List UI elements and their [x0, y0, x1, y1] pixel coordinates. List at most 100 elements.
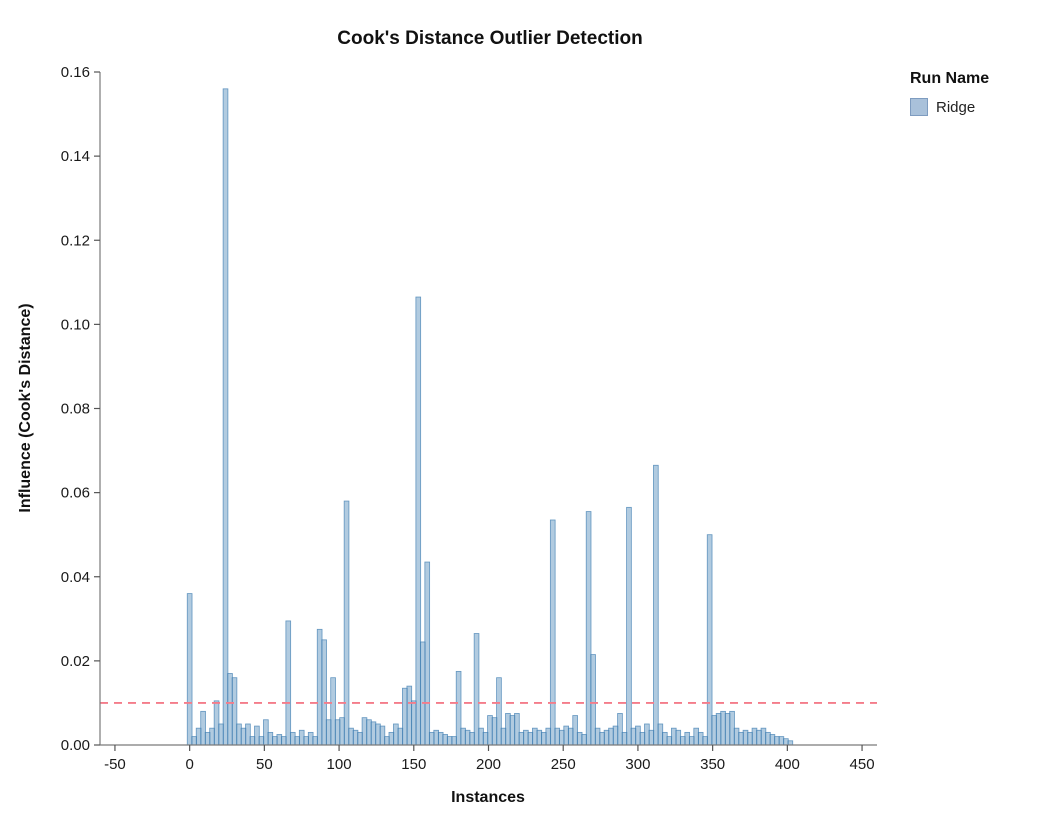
bar — [280, 736, 287, 746]
bar — [684, 731, 691, 746]
bar — [316, 628, 323, 746]
chart-title: Cook's Distance Outlier Detection — [337, 28, 643, 49]
y-axis-ticks: 0.00 0.02 0.04 0.06 0.08 0.10 0.12 0.14 0.16 — [61, 64, 100, 754]
legend: Run Name Ridge — [910, 70, 1030, 116]
bar — [294, 736, 301, 746]
bar — [289, 731, 296, 746]
bar — [442, 734, 448, 746]
bar — [554, 727, 561, 746]
bar — [720, 710, 726, 746]
bar — [769, 734, 776, 746]
bar — [361, 717, 368, 746]
bar — [639, 731, 646, 746]
bar — [482, 731, 489, 746]
x-tick-label: 450 — [850, 756, 875, 773]
bar — [455, 670, 462, 746]
bar — [469, 731, 475, 746]
bar — [747, 731, 753, 746]
bar — [245, 723, 251, 746]
y-tick-label: 0.10 — [61, 316, 90, 333]
bar — [765, 731, 771, 746]
bar — [711, 715, 717, 746]
bar — [397, 727, 404, 746]
bar — [787, 740, 794, 746]
bar — [330, 677, 336, 746]
bar — [500, 727, 507, 746]
bar — [487, 715, 493, 746]
bar — [635, 725, 641, 746]
bar — [608, 727, 614, 746]
bar — [630, 727, 637, 746]
bar — [702, 736, 708, 746]
axes — [99, 72, 877, 746]
bar — [491, 717, 498, 746]
bar — [653, 464, 659, 746]
bar-series — [186, 88, 794, 746]
bar — [567, 727, 574, 746]
bar — [236, 723, 242, 746]
bar — [594, 727, 601, 746]
bar — [240, 727, 247, 746]
bar — [688, 736, 695, 746]
x-tick-label: 150 — [401, 756, 426, 773]
bar — [402, 687, 408, 746]
bar — [209, 727, 215, 746]
bar — [393, 723, 399, 746]
bar — [191, 736, 197, 746]
bar — [415, 296, 422, 746]
bar — [357, 731, 363, 746]
legend-swatch — [910, 98, 928, 116]
legend-item-label: Ridge — [936, 98, 976, 116]
bar — [774, 736, 780, 746]
x-tick-label: 400 — [775, 756, 800, 773]
bar — [446, 736, 453, 746]
bar — [729, 710, 735, 746]
bar — [433, 729, 439, 746]
bar — [249, 736, 256, 746]
bar — [464, 729, 471, 746]
bar — [419, 641, 426, 746]
x-tick-label: 350 — [700, 756, 725, 773]
bar — [536, 729, 543, 746]
legend-item-ridge: Ridge — [910, 98, 1030, 116]
bar — [675, 729, 682, 746]
bar — [514, 713, 520, 746]
bar — [406, 685, 413, 746]
bar — [272, 736, 278, 746]
bar — [505, 713, 511, 746]
bar — [200, 710, 206, 746]
y-tick-label: 0.00 — [61, 737, 90, 754]
bar — [523, 729, 529, 746]
bar — [478, 727, 484, 746]
bar — [339, 717, 345, 746]
bar — [366, 719, 372, 746]
bar — [276, 734, 283, 746]
bar — [751, 727, 758, 746]
bar — [375, 723, 381, 746]
bar — [599, 731, 605, 746]
bar — [644, 723, 650, 746]
bar — [307, 731, 314, 746]
bar — [258, 736, 265, 746]
y-tick-label: 0.08 — [61, 401, 90, 418]
bar — [343, 500, 350, 746]
bar — [437, 731, 444, 746]
bar — [590, 654, 596, 746]
bar — [617, 713, 623, 746]
bar — [321, 639, 327, 746]
legend-title: Run Name — [910, 70, 990, 87]
y-tick-label: 0.04 — [61, 569, 90, 586]
bar — [424, 561, 431, 746]
bar — [213, 700, 220, 746]
y-axis-title: Influence (Cook's Distance) — [17, 303, 34, 512]
bar — [572, 715, 578, 746]
bar — [195, 727, 202, 746]
bar — [657, 723, 664, 746]
x-tick-label: 300 — [625, 756, 650, 773]
bar — [603, 729, 610, 746]
bar — [518, 731, 525, 746]
bar — [742, 729, 749, 746]
bar — [576, 731, 583, 746]
bar — [697, 731, 704, 746]
